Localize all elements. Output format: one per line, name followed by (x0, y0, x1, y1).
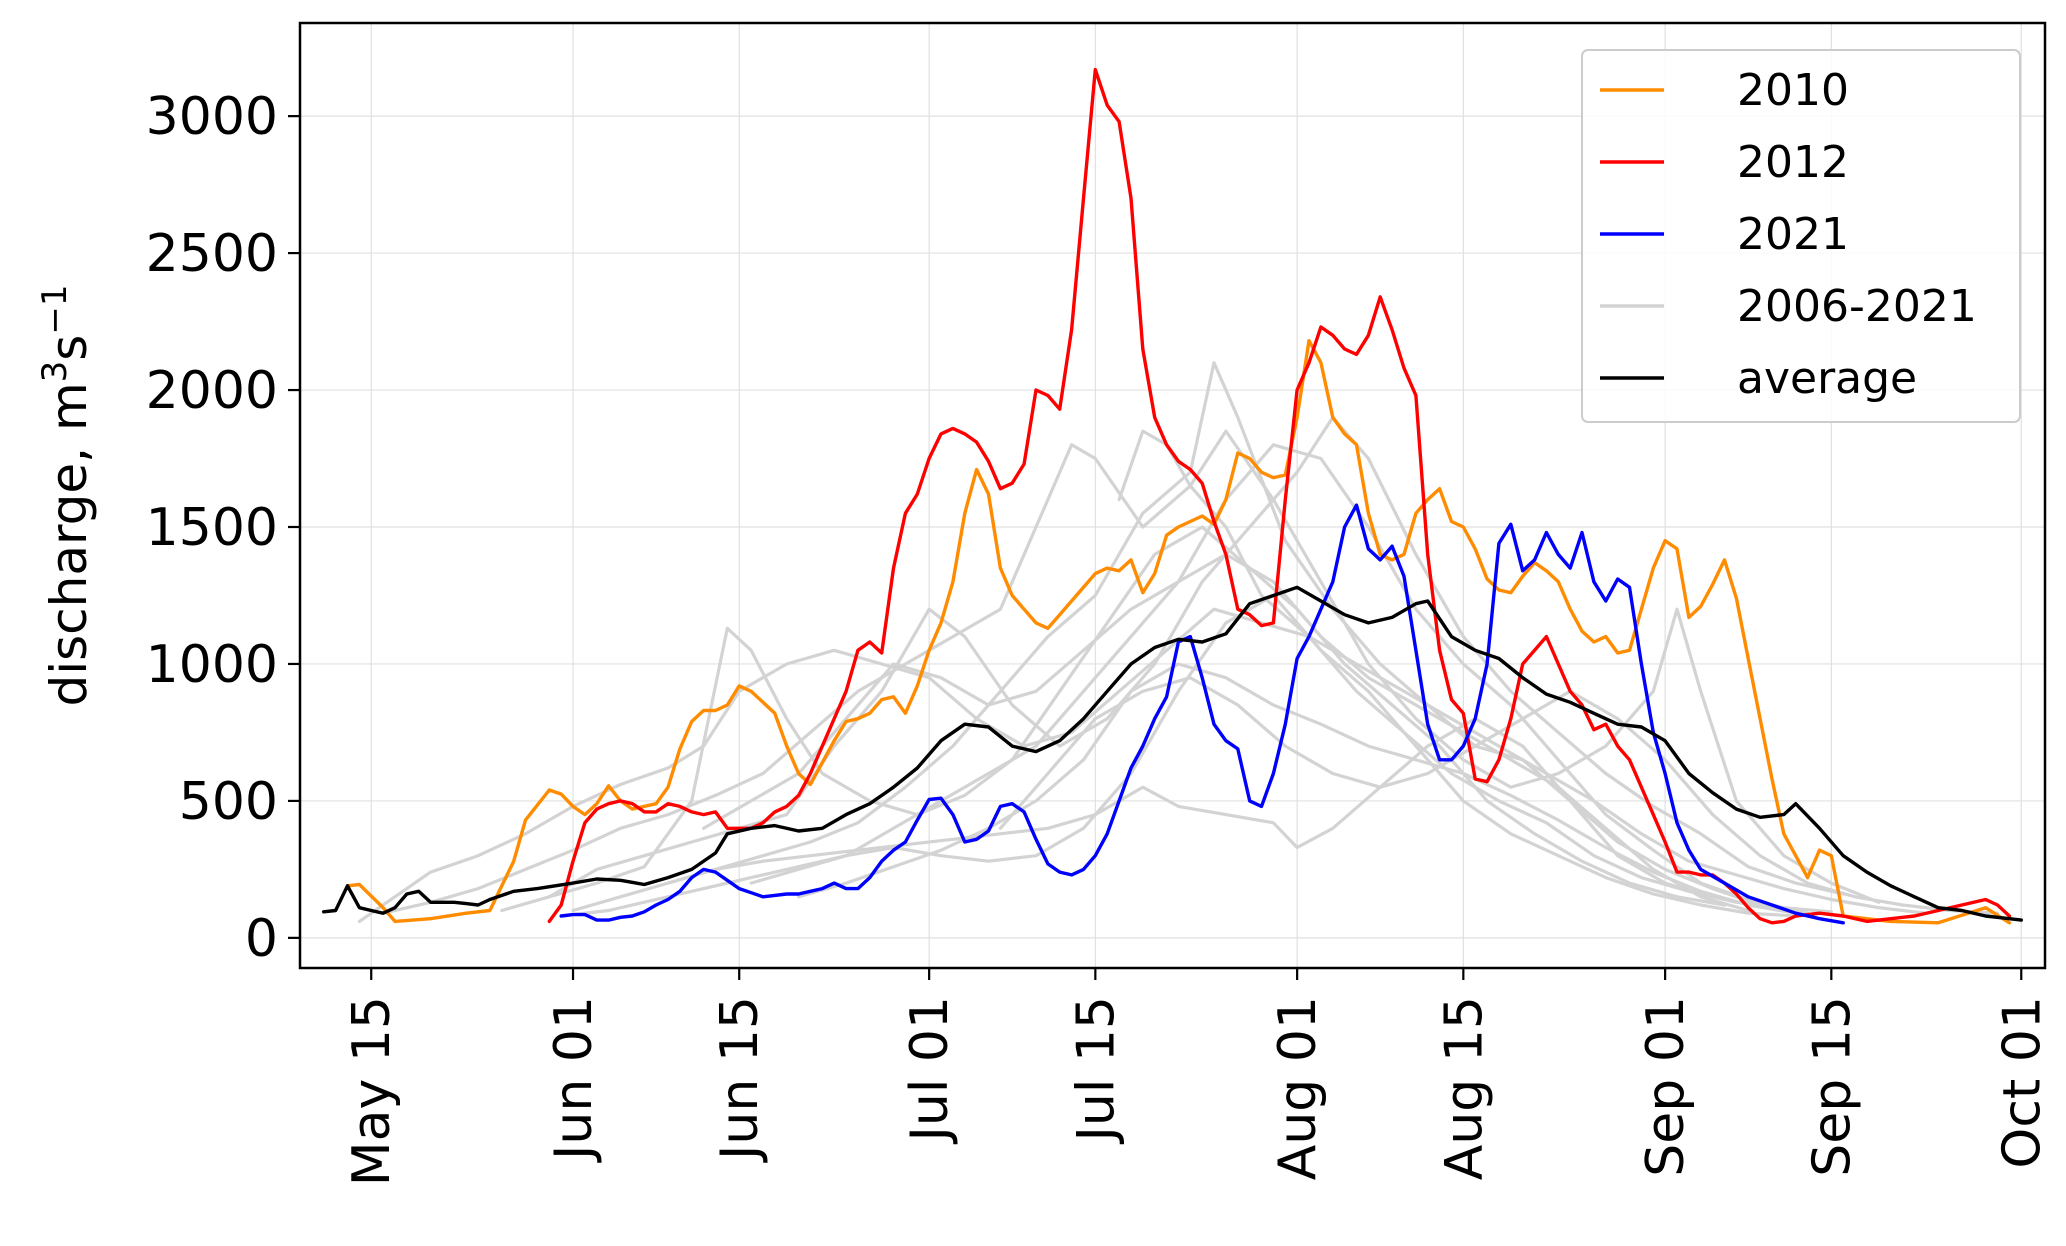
series-line-2006-2021 (381, 429, 1881, 915)
series-line-2006-2021 (666, 361, 1810, 915)
y-tick-label: 2500 (146, 224, 278, 284)
series-line-2012 (547, 67, 2012, 925)
y-axis-label-superscript-2: −1 (35, 285, 75, 335)
y-tick-label: 500 (179, 772, 278, 832)
legend: 2010 2012 2021 2006-2021 average (1581, 49, 2021, 423)
legend-label: 2021 (1737, 209, 1849, 260)
series-line-2010 (345, 339, 2012, 925)
y-axis-label-mid: s (40, 335, 98, 361)
y-axis-label-base: discharge, m (40, 382, 98, 706)
x-tick-label: Jul 15 (1066, 996, 1126, 1144)
series-line-average (322, 585, 2024, 922)
ticks: 0 500 1000 1500 2000 2500 3000 May 15 Jun 01 Jun … (146, 87, 2053, 1186)
y-tick-label: 1000 (146, 635, 278, 695)
series-line-2021 (559, 503, 1845, 925)
series-line-2006-2021 (500, 525, 1727, 913)
x-tick-label: Sep 15 (1802, 996, 1862, 1177)
y-axis-label: discharge, m3s−1 (35, 285, 98, 707)
x-tick-label: Aug 01 (1268, 996, 1328, 1180)
series-line-2006-2021 (571, 717, 1715, 913)
y-tick-label: 0 (245, 909, 278, 969)
y-tick-label: 1500 (146, 498, 278, 558)
series-line-2006-2021 (998, 676, 2000, 915)
y-tick-label: 3000 (146, 87, 278, 147)
x-tick-label: May 15 (342, 996, 402, 1186)
x-tick-label: Jun 15 (710, 996, 770, 1163)
x-tick-label: Jun 01 (544, 996, 604, 1163)
axes-frame (298, 21, 2047, 970)
legend-label: average (1737, 353, 1917, 404)
x-tick-label: Aug 15 (1434, 996, 1494, 1180)
legend-label: 2012 (1737, 137, 1849, 188)
series-line-2006-2021 (357, 607, 1833, 924)
x-tick-label: Sep 01 (1636, 996, 1696, 1177)
x-tick-label: Oct 01 (1992, 996, 2052, 1169)
legend-label: 2006-2021 (1737, 281, 1977, 332)
x-tick-label: Jul 01 (900, 996, 960, 1144)
series-line-2006-2021 (547, 415, 1845, 899)
legend-label: 2010 (1737, 65, 1849, 116)
y-axis-label-superscript: 3 (35, 361, 75, 383)
legend-box (1581, 49, 2021, 423)
series-line-2006-2021 (1117, 429, 1928, 915)
series-line-2006-2021 (559, 593, 1798, 918)
series-line-2006-2021 (749, 443, 1798, 913)
series-layer (322, 67, 2024, 925)
y-tick-label: 2000 (146, 361, 278, 421)
